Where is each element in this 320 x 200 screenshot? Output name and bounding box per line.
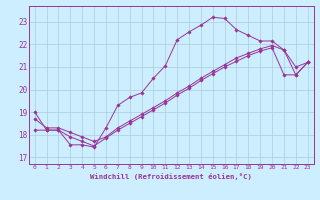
X-axis label: Windchill (Refroidissement éolien,°C): Windchill (Refroidissement éolien,°C) — [90, 173, 252, 180]
